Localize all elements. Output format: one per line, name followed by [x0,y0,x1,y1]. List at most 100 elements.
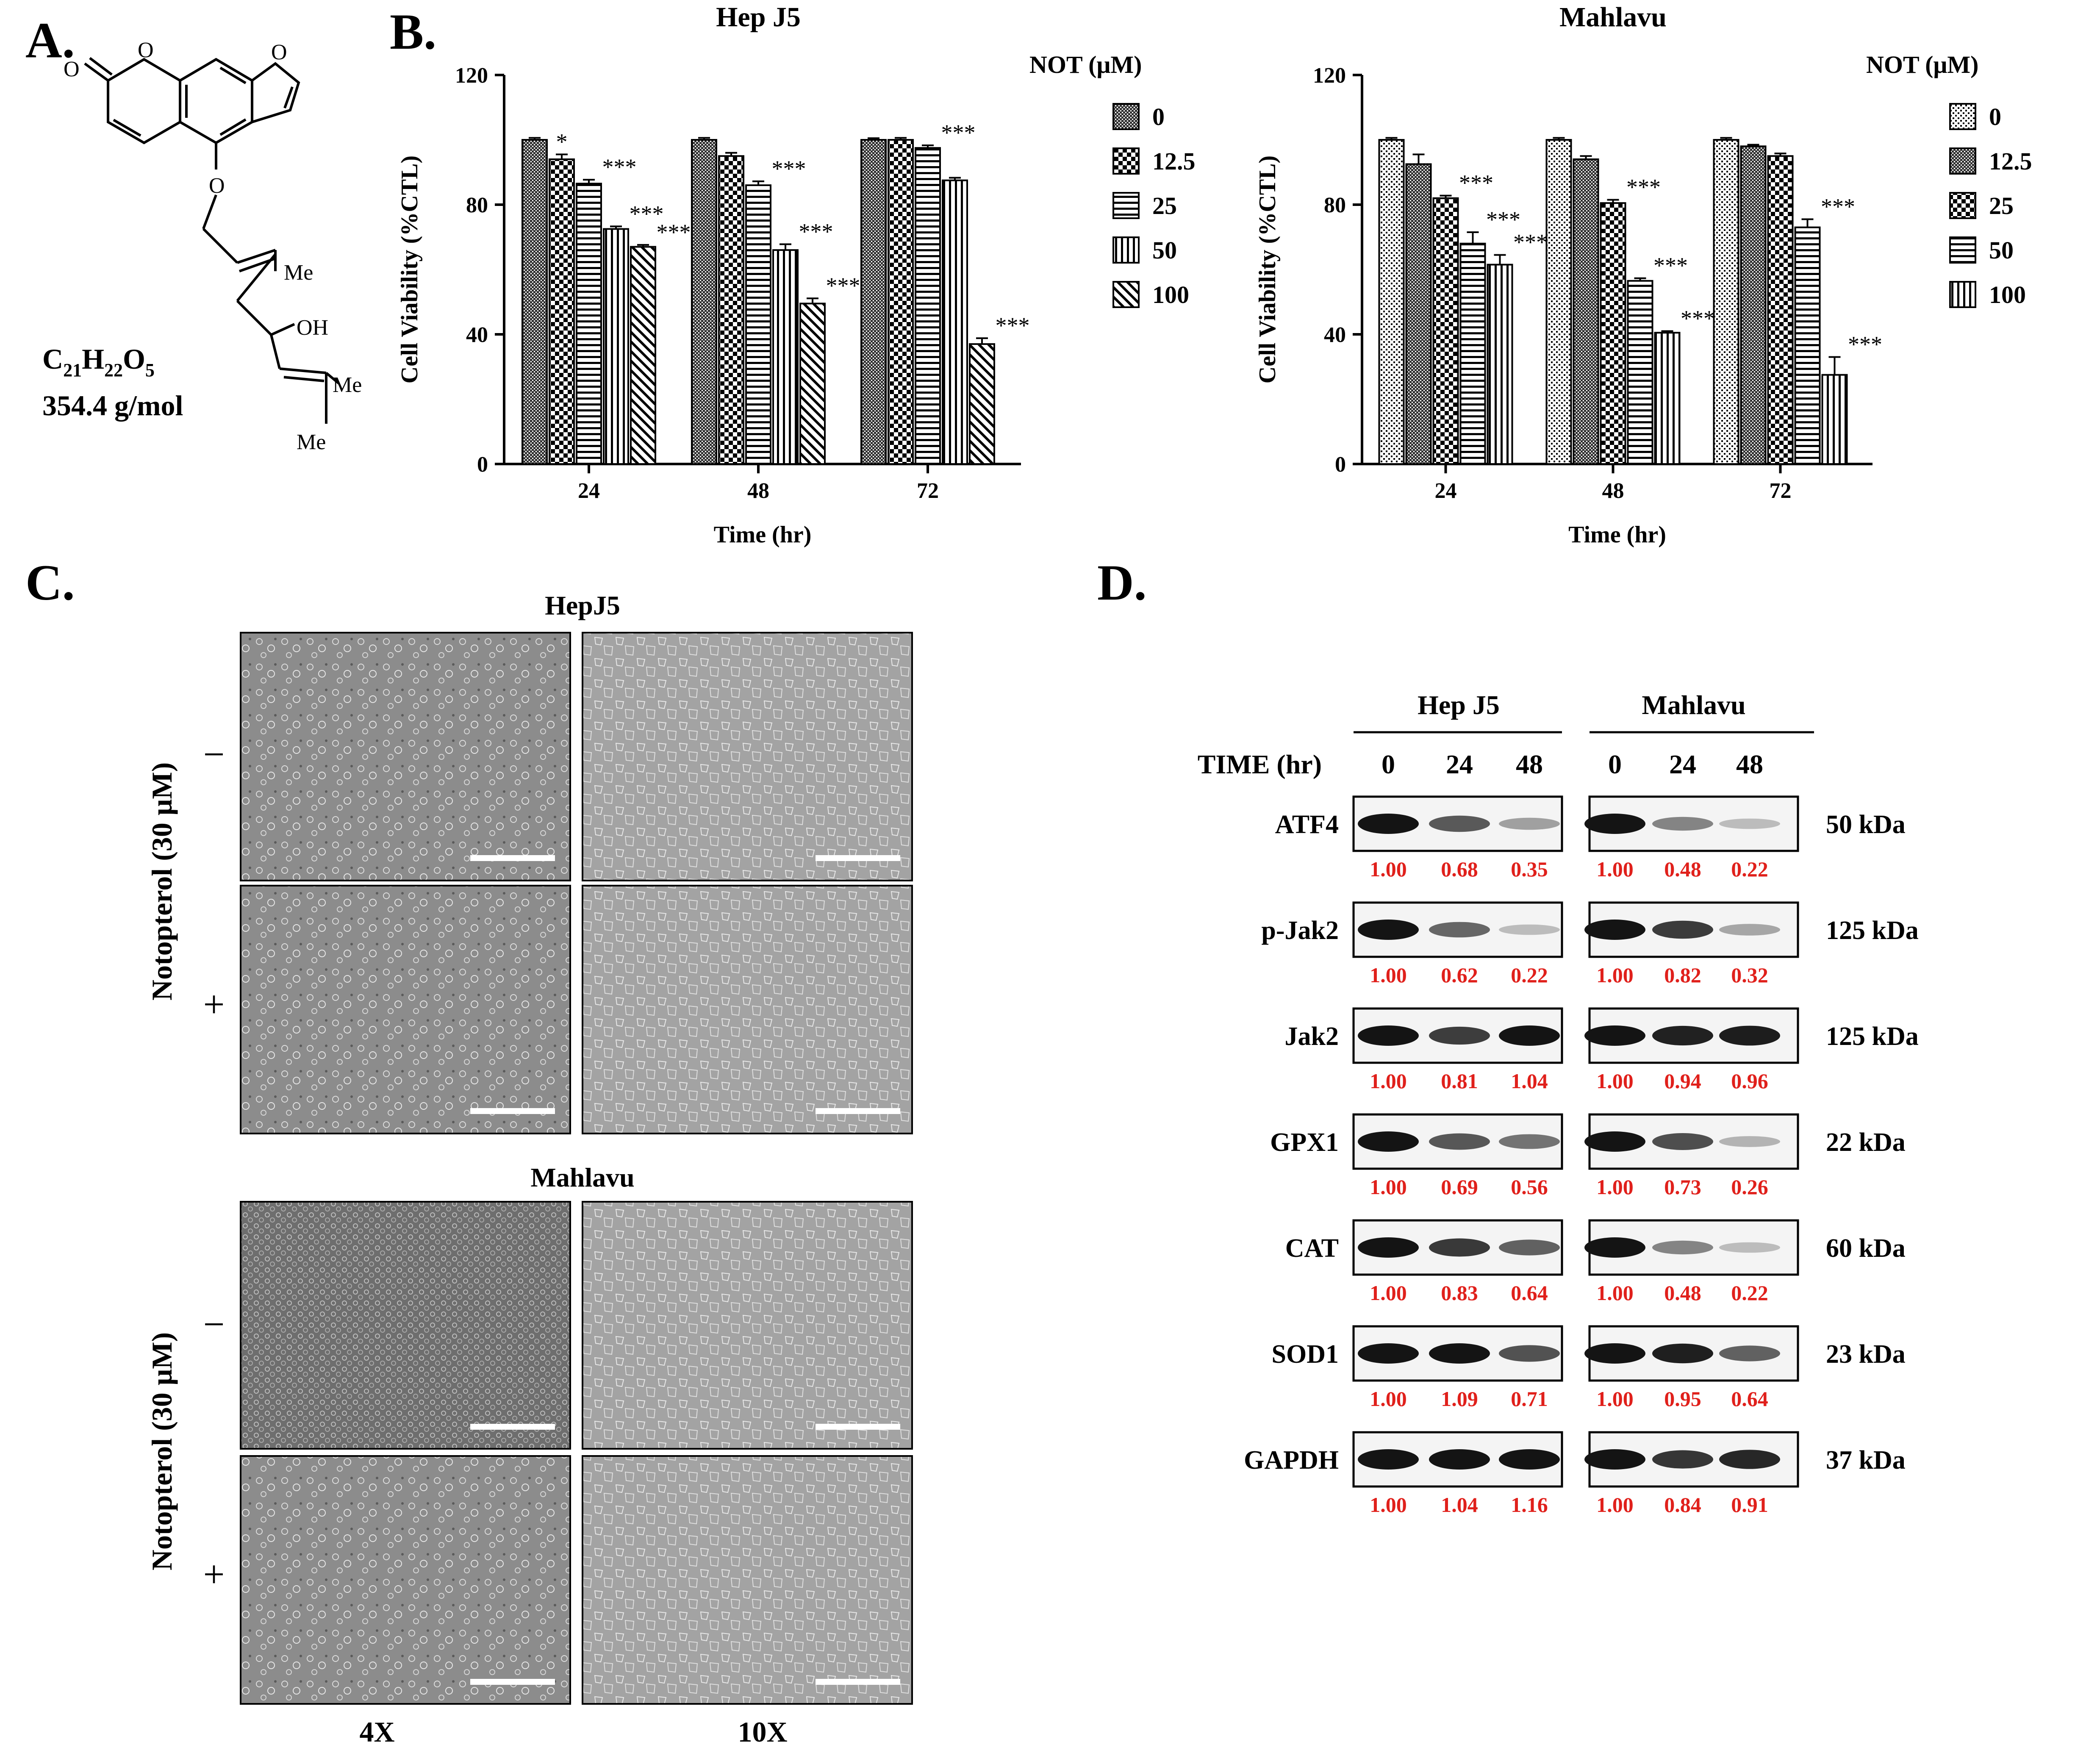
bar-mahlavu-48h-100 [1654,332,1681,465]
y-tick-label: 40 [1324,323,1346,347]
time-point-0: 0 [1382,749,1395,779]
mag-10x-label: 10X [738,1716,787,1748]
legend-label-25: 25 [1989,192,2014,220]
bar-hepj5-72h-12.5 [888,139,914,465]
band-cat-lane-4 [1584,1237,1645,1258]
protein-label-cat: CAT [1285,1234,1339,1263]
quant-value: 0.62 [1441,963,1478,987]
time-point-48: 48 [1516,749,1543,779]
quant-value: 1.00 [1370,1281,1407,1305]
quant-value: 0.81 [1441,1069,1478,1093]
quant-value: 0.56 [1511,1175,1548,1199]
molecular-formula: C21H22O5 [42,343,155,381]
x-tick-label: 72 [1770,479,1792,503]
legend-swatch-50 [1112,236,1140,264]
x-axis-label: Time (hr) [714,522,812,548]
band-jak2-lane-2 [1429,1026,1490,1045]
legend-label-0: 0 [1152,103,1165,131]
band-gpx1-lane-4 [1584,1131,1645,1152]
panel-label-d: D. [1097,554,1147,611]
protein-label-sod1: SOD1 [1272,1340,1339,1369]
band-p-jak2-lane-3 [1499,924,1560,935]
quant-value: 0.83 [1441,1281,1478,1305]
band-gapdh-lane-5 [1652,1450,1713,1469]
hepj5-treatment-label: Notopterol (30 μM) [146,762,178,1000]
band-atf4-lane-3 [1499,817,1560,830]
quant-value: 1.04 [1441,1493,1478,1517]
legend-swatch-0 [1949,103,1976,130]
quant-value: 0.95 [1664,1387,1701,1411]
chart-title-hepj5: Hep J5 [716,2,801,33]
bar-hepj5-24h-25 [576,183,602,465]
bar-mahlavu-24h-25 [1432,197,1459,465]
mag-4x-label: 4X [359,1716,394,1748]
bar-hepj5-24h-100 [630,246,656,465]
panel-label-b: B. [390,3,436,60]
quant-value: 0.48 [1664,1281,1701,1305]
bar-mahlavu-72h-25 [1767,155,1794,465]
bar-hepj5-48h-25 [745,184,771,465]
band-gpx1-lane-3 [1499,1134,1560,1149]
significance-mark: *** [657,220,691,245]
legend-label-0: 0 [1989,103,2001,131]
band-atf4-lane-2 [1429,815,1490,832]
size-label-gpx1: 22 kDa [1826,1128,1906,1157]
panel-label-c: C. [25,554,75,611]
bar-hepj5-24h-50 [603,228,629,465]
micrograph-hepj5-minus-4x [240,632,571,881]
bar-mahlavu-48h-12.5 [1573,158,1599,465]
significance-mark: *** [799,219,833,244]
chart-mahlavu: Mahlavu 0 40 80 120 Cell Viability (%CTL) Time… [1254,2,2032,548]
y-tick-label: 80 [466,193,488,217]
band-cat-lane-3 [1499,1239,1560,1256]
atom-me-1: Me [284,261,313,285]
hepj5-plus-label: + [203,984,225,1025]
band-gapdh-lane-6 [1719,1450,1780,1469]
scale-bars-mahlavu [470,1424,900,1685]
quant-value: 0.84 [1664,1493,1701,1517]
quant-value: 1.00 [1370,963,1407,987]
quant-value: 1.00 [1370,1493,1407,1517]
band-gpx1-lane-5 [1652,1133,1713,1150]
band-gpx1-lane-2 [1429,1133,1490,1150]
notopterol-structure [84,57,340,424]
size-label-jak2: 125 kDa [1826,1022,1919,1051]
band-sod1-lane-1 [1358,1343,1419,1364]
size-label-atf4: 50 kDa [1826,810,1906,839]
size-label-cat: 60 kDa [1826,1234,1906,1263]
micrograph-hepj5-minus-10x [582,632,913,881]
x-tick-label: 24 [578,479,600,503]
size-label-gapdh: 37 kDa [1826,1446,1906,1475]
band-p-jak2-lane-4 [1584,920,1645,940]
western-blot: Hep J5 Mahlavu TIME (hr) 0 24 48 0 24 48 ATF4 1.00… [1198,690,1919,1517]
protein-label-gpx1: GPX1 [1270,1128,1339,1157]
quant-value: 1.00 [1370,1175,1407,1199]
significance-mark: *** [996,313,1030,338]
band-gapdh-lane-4 [1584,1449,1645,1470]
x-tick-label: 48 [1602,479,1624,503]
x-axis-label: Time (hr) [1568,522,1666,548]
quant-value: 0.35 [1511,857,1548,881]
time-point-24: 24 [1446,749,1473,779]
protein-label-gapdh: GAPDH [1244,1446,1339,1475]
band-p-jak2-lane-2 [1429,922,1490,938]
atom-o-carbonyl: O [64,57,80,81]
band-sod1-lane-4 [1584,1343,1645,1364]
band-jak2-lane-6 [1719,1025,1780,1046]
band-cat-lane-6 [1719,1242,1780,1253]
blot-group-hepj5: Hep J5 [1418,690,1500,720]
time-point-48: 48 [1736,749,1763,779]
mahlavu-minus-label: − [203,1303,225,1345]
panel-label-a: A. [25,12,75,68]
quant-value: 1.16 [1511,1493,1548,1517]
legend-label-100: 100 [1989,281,2026,308]
quant-value: 0.71 [1511,1387,1548,1411]
quant-value: 1.00 [1596,1387,1634,1411]
legend-swatch-25 [1949,192,1976,219]
quant-value: 0.69 [1441,1175,1478,1199]
bar-mahlavu-48h-0 [1545,139,1572,465]
micrograph-mahlavu-plus-4x [240,1455,571,1705]
quant-value: 0.64 [1511,1281,1548,1305]
quant-value: 0.22 [1511,963,1548,987]
